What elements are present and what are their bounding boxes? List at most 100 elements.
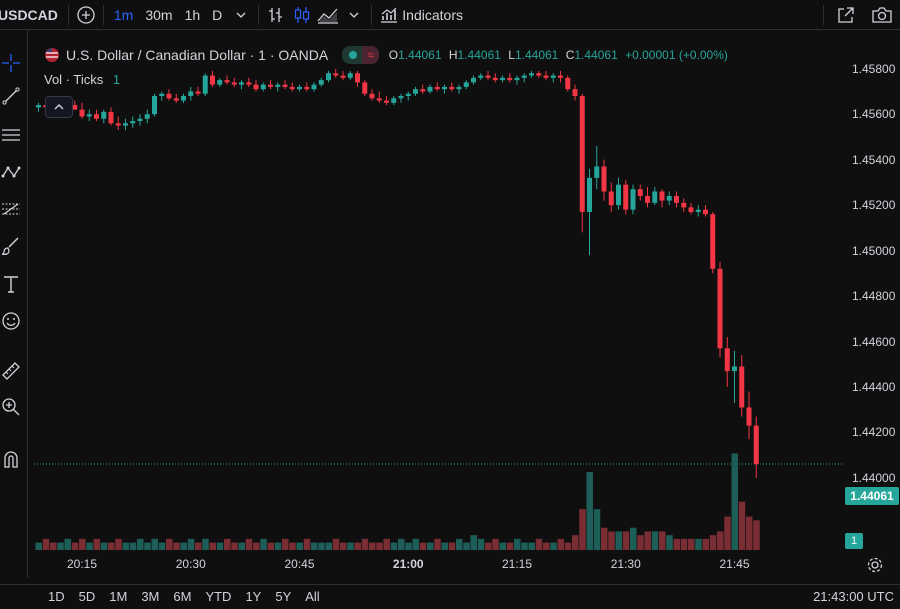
text-tool-icon[interactable] [0,273,22,295]
volume-bar [521,542,528,550]
horizontal-lines-icon[interactable] [0,124,22,146]
range-1m-button[interactable]: 1M [109,588,128,604]
volume-bar [282,538,289,550]
price-axis-label: 1.44600 [852,334,896,349]
indicators-button[interactable]: Indicators [402,6,463,23]
collapse-legend-button[interactable] [45,96,73,118]
range-1y-button[interactable]: 1Y [245,588,262,604]
fullscreen-icon[interactable] [828,0,864,30]
price-axis-label: 1.45000 [852,243,896,258]
volume-bar [688,538,695,550]
candles-icon[interactable] [289,0,315,30]
chevron-up-icon [54,104,64,110]
volume-bar [93,538,100,550]
emoji-icon[interactable] [0,310,22,332]
chevron-down-icon[interactable] [228,0,254,30]
range-ytd-button[interactable]: YTD [205,588,232,604]
candle [681,202,687,208]
volume-bar [630,527,637,550]
fib-tool-icon[interactable] [0,198,22,220]
camera-icon[interactable] [864,0,900,30]
candle [717,268,723,349]
volume-bar [224,538,231,550]
candle [94,114,99,119]
candle [442,86,447,90]
high-label: H [448,48,458,62]
close-label: C [565,48,575,62]
range-1d-button[interactable]: 1D [48,588,65,604]
volume-bar [499,542,506,550]
candle [253,84,259,90]
volume-bar [274,542,282,550]
volume-bar [746,516,753,550]
volume-bar [340,542,347,550]
close-value: 1.44061 [574,48,618,62]
volume-bar [122,542,129,550]
candle [579,96,585,212]
range-5y-button[interactable]: 5Y [275,588,292,604]
magnet-icon[interactable] [0,448,22,470]
trend-line-icon[interactable] [0,85,22,107]
range-3m-button[interactable]: 3M [141,588,160,604]
candle [616,184,621,206]
drawing-toolbar [0,30,28,578]
interval-1m-button[interactable]: 1m [113,6,134,23]
volume-bar [151,538,158,550]
utc-clock[interactable]: 21:43:00 UTC [813,589,894,604]
market-status-badge[interactable]: ≈ [342,46,379,64]
volume-bar [195,542,202,550]
volume-bar [361,538,369,550]
volume-bar [557,538,564,550]
candle [202,75,208,94]
range-all-button[interactable]: All [305,588,320,604]
interval-30m-button[interactable]: 30m [145,6,173,23]
volume-bar [325,542,332,550]
volume-bar [586,472,593,550]
ruler-icon[interactable] [0,360,22,382]
volume-bar [695,538,702,550]
candle [695,209,701,212]
candle [478,75,484,78]
chart-legend: U.S. Dollar / Canadian Dollar · 1 · OAND… [44,46,728,64]
candle [297,86,302,90]
change-value: +0.00001 (+0.00%) [625,48,728,62]
gear-icon[interactable] [866,556,884,574]
volume-bar [412,538,419,550]
add-symbol-icon[interactable] [73,0,99,30]
volume-bar [390,542,398,550]
price-axis[interactable]: 1.45800 1.45600 1.45400 1.45200 1.45000 1.448… [842,40,900,550]
crosshair-icon[interactable] [0,52,22,74]
symbol-search[interactable]: USDCAD [0,6,58,23]
candle [529,73,534,76]
candle [231,82,237,85]
candle [210,75,215,85]
zoom-in-icon[interactable] [0,396,22,418]
bar-chart-icon[interactable] [263,0,289,30]
pattern-icon[interactable] [0,161,22,183]
volume-bar [492,538,499,550]
area-chart-icon[interactable] [315,0,341,30]
volume-bar [485,542,492,550]
indicators-icon[interactable] [376,0,402,30]
candle [732,366,737,372]
ohlc-values: O1.44061 H1.44061 L1.44061 C1.44061 +0.0… [389,48,728,62]
price-chart[interactable] [34,40,842,550]
brush-icon[interactable] [0,235,22,257]
volume-label[interactable]: Vol · Ticks [44,72,104,87]
volume-bar [64,538,71,550]
interval-d-button[interactable]: D [212,6,223,23]
time-axis[interactable]: 20:15 20:30 20:45 21:00 21:15 21:30 21:45 [34,550,842,578]
candle [645,196,650,203]
chevron-down-icon[interactable] [341,0,367,30]
volume-bar [296,542,303,550]
interval-1h-button[interactable]: 1h [184,6,201,23]
range-6m-button[interactable]: 6M [173,588,192,604]
volume-bar [173,542,180,550]
symbol-title[interactable]: U.S. Dollar / Canadian Dollar · 1 · OAND… [66,47,329,63]
toolbar-divider [823,4,824,25]
volume-bar [238,542,245,550]
range-5d-button[interactable]: 5D [78,588,96,604]
candle [434,86,440,90]
candle [492,77,498,81]
volume-bar [42,538,50,550]
